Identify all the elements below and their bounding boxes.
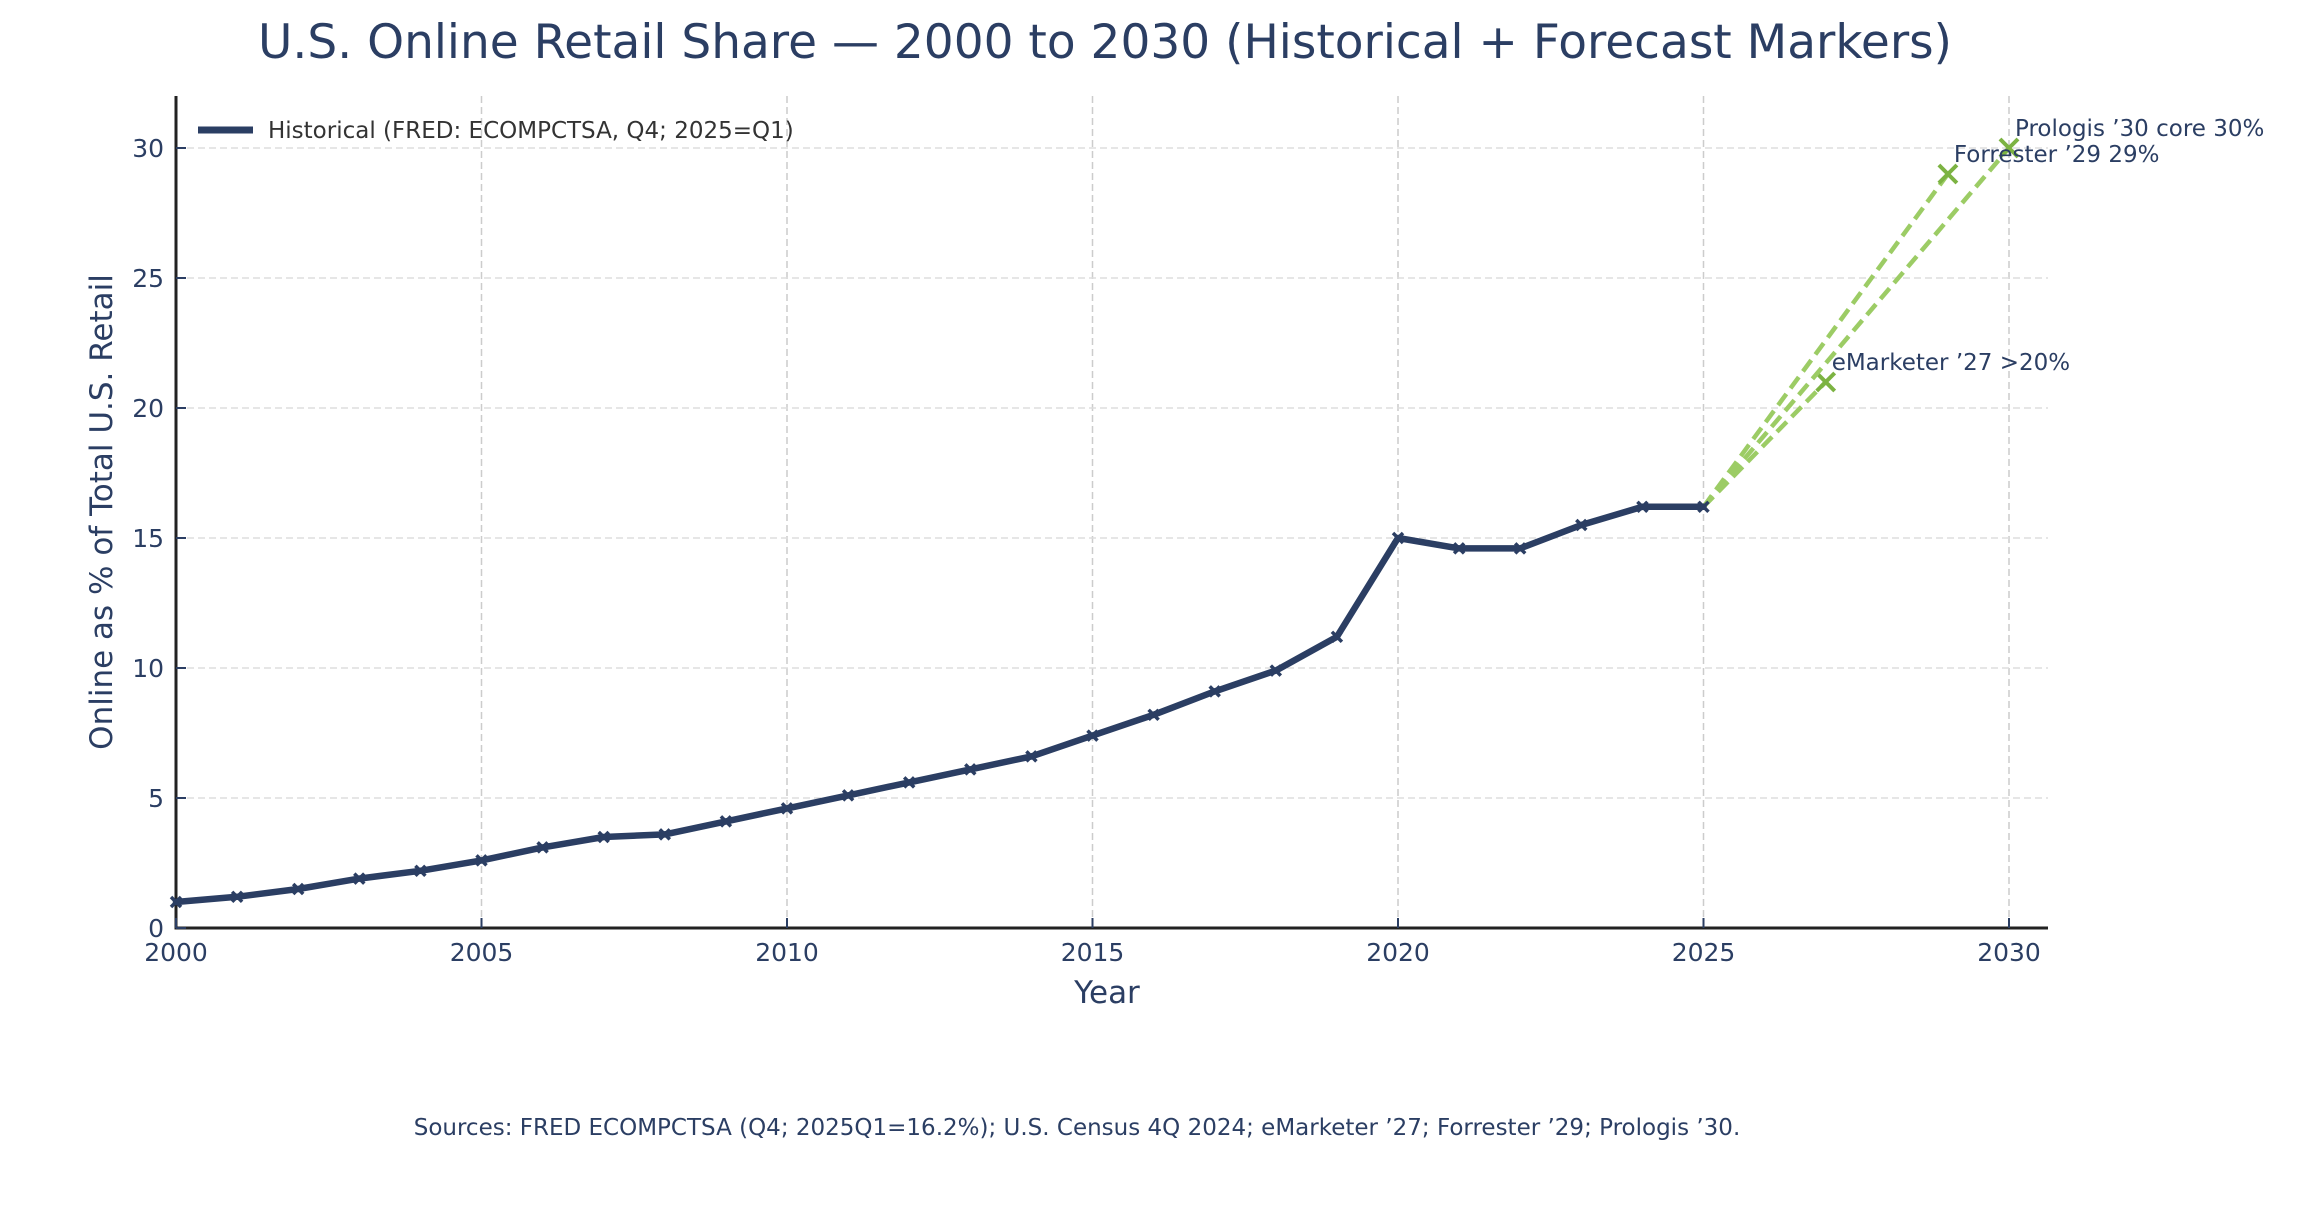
historical-series xyxy=(169,500,1710,909)
historical-point xyxy=(597,830,610,844)
historical-point xyxy=(1513,542,1527,555)
legend: Historical (FRED: ECOMPCTSA, Q4; 2025=Q1… xyxy=(198,118,794,144)
historical-point xyxy=(291,882,305,896)
historical-point xyxy=(1025,750,1038,763)
historical-point xyxy=(1391,531,1405,545)
x-tick-label: 2010 xyxy=(755,938,819,967)
historical-point xyxy=(1575,518,1588,532)
x-axis-ticks: 2000 2005 2010 2015 2020 2025 2030 xyxy=(144,918,2041,967)
y-axis-label: Online as % of Total U.S. Retail xyxy=(84,274,120,750)
y-tick-label: 5 xyxy=(148,784,164,813)
historical-point xyxy=(780,802,794,815)
legend-label-historical: Historical (FRED: ECOMPCTSA, Q4; 2025=Q1… xyxy=(268,118,794,144)
y-tick-label: 30 xyxy=(132,134,164,163)
y-axis-ticks: 0 5 10 15 20 25 30 xyxy=(132,134,186,943)
annotation-prologis: Prologis ’30 core 30% xyxy=(2015,116,2264,142)
x-tick-label: 2030 xyxy=(1977,938,2041,967)
axes xyxy=(174,96,2048,930)
forecast-marker-forrester xyxy=(1937,163,1959,185)
x-tick-label: 2000 xyxy=(144,938,208,967)
historical-point xyxy=(1697,500,1710,514)
forecast-line-forrester xyxy=(1701,172,1950,509)
grid xyxy=(175,96,2048,928)
historical-point xyxy=(230,890,244,904)
annotation-forrester: Forrester ’29 29% xyxy=(1954,142,2160,168)
forecast-annotations: eMarketer ’27 >20% Forrester ’29 29%Prolo… xyxy=(1832,116,2265,376)
historical-point xyxy=(1086,729,1099,742)
historical-point xyxy=(841,789,855,802)
x-tick-label: 2005 xyxy=(450,938,514,967)
historical-point xyxy=(1147,708,1160,722)
historical-point xyxy=(1208,685,1221,698)
forecast-series xyxy=(1701,137,2020,509)
historical-point xyxy=(658,828,672,841)
historical-point xyxy=(414,864,427,878)
historical-point xyxy=(169,895,183,909)
historical-point xyxy=(1636,500,1649,514)
historical-point xyxy=(1452,542,1466,555)
forecast-marker-prologis xyxy=(1998,137,2020,159)
x-tick-label: 2025 xyxy=(1672,938,1736,967)
historical-point xyxy=(353,872,366,885)
historical-point xyxy=(964,763,977,776)
historical-line xyxy=(172,503,1707,906)
footnote: Sources: FRED ECOMPCTSA (Q4; 2025Q1=16.2… xyxy=(414,1115,1741,1141)
historical-point xyxy=(536,841,549,854)
historical-point xyxy=(475,854,488,867)
y-tick-label: 25 xyxy=(132,264,164,293)
forecast-line-prologis xyxy=(1701,146,2011,509)
x-tick-label: 2015 xyxy=(1061,938,1125,967)
historical-point xyxy=(1330,630,1344,644)
annotation-emarketer: eMarketer ’27 >20% xyxy=(1832,350,2070,376)
chart-title: U.S. Online Retail Share — 2000 to 2030 … xyxy=(258,15,1952,70)
y-tick-label: 0 xyxy=(148,914,164,943)
historical-point xyxy=(902,776,916,789)
x-tick-label: 2020 xyxy=(1366,938,1430,967)
y-tick-label: 10 xyxy=(132,654,164,683)
y-tick-label: 15 xyxy=(132,524,164,553)
forecast-marker-emarketer xyxy=(1815,371,1837,393)
x-axis-label: Year xyxy=(1073,975,1140,1011)
y-tick-label: 20 xyxy=(132,394,164,423)
historical-point xyxy=(1269,664,1283,677)
historical-point xyxy=(719,815,733,828)
